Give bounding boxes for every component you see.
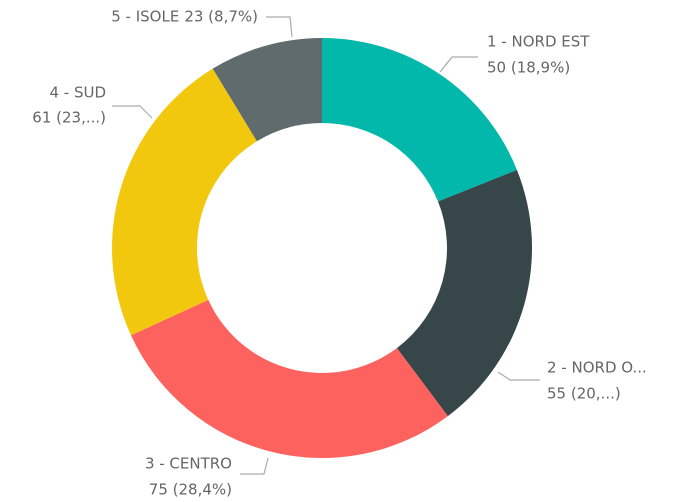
category-label: 2 - NORD O... <box>547 359 647 377</box>
category-label: 5 - ISOLE <box>111 8 179 26</box>
leader-line <box>266 16 293 38</box>
category-label: 3 - CENTRO <box>145 455 232 473</box>
category-label: 4 - SUD <box>49 84 106 102</box>
slice <box>322 38 517 202</box>
data-label: 61 (23,...) <box>32 109 106 127</box>
data-label: 50 (18,9%) <box>487 59 570 77</box>
data-label: 55 (20,...) <box>547 385 621 403</box>
category-label: 1 - NORD EST <box>487 33 590 51</box>
slice <box>212 38 322 142</box>
leader-line <box>497 371 540 381</box>
leader-line <box>240 457 269 475</box>
slice <box>111 68 257 336</box>
leader-line <box>439 56 478 73</box>
leader-line <box>112 105 153 119</box>
data-label: 75 (28,4%) <box>149 481 232 499</box>
data-label: 23 (8,7%) <box>184 8 258 26</box>
slice <box>130 299 448 458</box>
slice <box>396 169 532 417</box>
